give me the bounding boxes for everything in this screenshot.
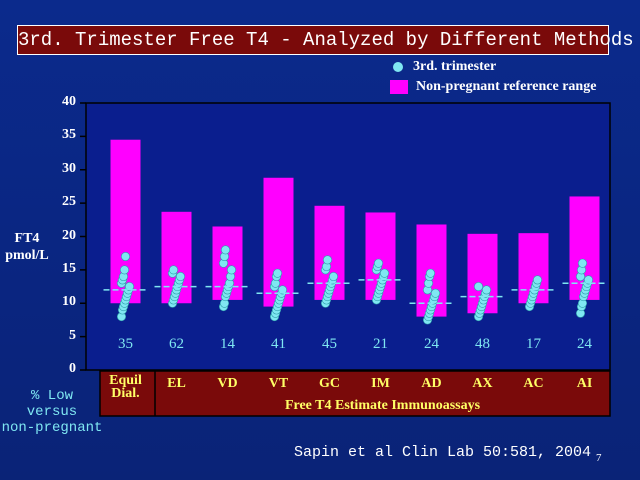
y-tick-label: 40	[62, 94, 76, 109]
pct-low-label: % Low versus non-pregnant	[0, 388, 104, 436]
citation: Sapin et al Clin Lab 50:581, 2004	[294, 444, 592, 461]
trimester-data-point	[379, 268, 389, 278]
category-label: AD	[421, 376, 441, 391]
legend-item-trimester: 3rd. trimester	[390, 57, 596, 77]
y-tick-label: 20	[62, 227, 76, 243]
y-tick-label: 35	[62, 127, 76, 143]
trimester-data-point	[221, 245, 231, 255]
category-label: AX	[472, 376, 492, 391]
pct-low-label-line2: versus	[26, 404, 78, 420]
trimester-data-point	[577, 258, 587, 268]
trimester-data-point	[121, 252, 131, 262]
category-label: VT	[269, 376, 289, 391]
category-label: EL	[167, 376, 186, 391]
pct-low-value: 62	[169, 336, 184, 352]
trimester-data-point	[425, 268, 435, 278]
pct-low-value: 48	[475, 336, 490, 352]
y-tick-label: 0	[69, 361, 76, 376]
pct-low-value: 41	[271, 336, 286, 352]
pct-low-value: 14	[220, 336, 236, 352]
trimester-data-point	[583, 275, 593, 285]
trimester-data-point	[373, 258, 383, 268]
pct-low-value: 21	[373, 336, 388, 352]
legend-label-reference: Non-pregnant reference range	[416, 79, 597, 94]
pct-low-value: 24	[424, 336, 440, 352]
trimester-data-point	[532, 275, 542, 285]
y-tick-label: 25	[62, 194, 76, 210]
trimester-data-point	[125, 282, 135, 292]
pct-low-value: 17	[526, 336, 542, 352]
trimester-data-point	[176, 272, 186, 282]
legend-dot-marker	[393, 62, 403, 72]
y-tick-label: 30	[62, 160, 76, 176]
trimester-data-point	[272, 268, 282, 278]
slide-title: 3rd. Trimester Free T4 - Analyzed by Dif…	[17, 25, 634, 55]
trimester-data-point	[169, 265, 179, 275]
category-label: AI	[577, 376, 593, 391]
pct-low-value: 24	[577, 336, 593, 352]
trimester-data-point	[277, 285, 287, 295]
chart-legend: 3rd. trimester Non-pregnant reference ra…	[390, 57, 596, 97]
category-label: IM	[371, 376, 390, 391]
group-label: Free T4 Estimate Immunoassays	[285, 398, 481, 413]
trimester-data-point	[227, 265, 237, 275]
category-label: Dial.	[111, 386, 139, 401]
legend-label-trimester: 3rd. trimester	[413, 59, 497, 74]
trimester-data-point	[328, 272, 338, 282]
pct-low-value: 35	[118, 336, 133, 352]
page-number: 7	[596, 452, 602, 464]
pct-low-label-line3: non-pregnant	[1, 420, 103, 436]
category-label: GC	[319, 376, 340, 391]
category-label: AC	[523, 376, 543, 391]
trimester-data-point	[322, 255, 332, 265]
legend-item-reference: Non-pregnant reference range	[390, 77, 596, 97]
y-tick-label: 5	[69, 327, 76, 343]
y-axis-label-line2: pmol/L	[5, 248, 49, 263]
category-label-band	[99, 370, 611, 417]
y-tick-label: 10	[62, 294, 76, 310]
trimester-data-point	[473, 282, 483, 292]
y-axis-label-line1: FT4	[14, 231, 40, 246]
trimester-data-point	[120, 265, 130, 275]
y-tick-label: 15	[62, 260, 76, 276]
pct-low-value: 45	[322, 336, 337, 352]
pct-low-label-line1: % Low	[30, 388, 73, 404]
trimester-data-point	[430, 288, 440, 298]
y-axis-label: FT4 pmol/L	[0, 230, 54, 264]
trimester-data-point	[481, 285, 491, 295]
category-label: Equil	[109, 373, 142, 388]
category-label: VD	[217, 376, 237, 391]
legend-square-marker	[390, 80, 408, 94]
